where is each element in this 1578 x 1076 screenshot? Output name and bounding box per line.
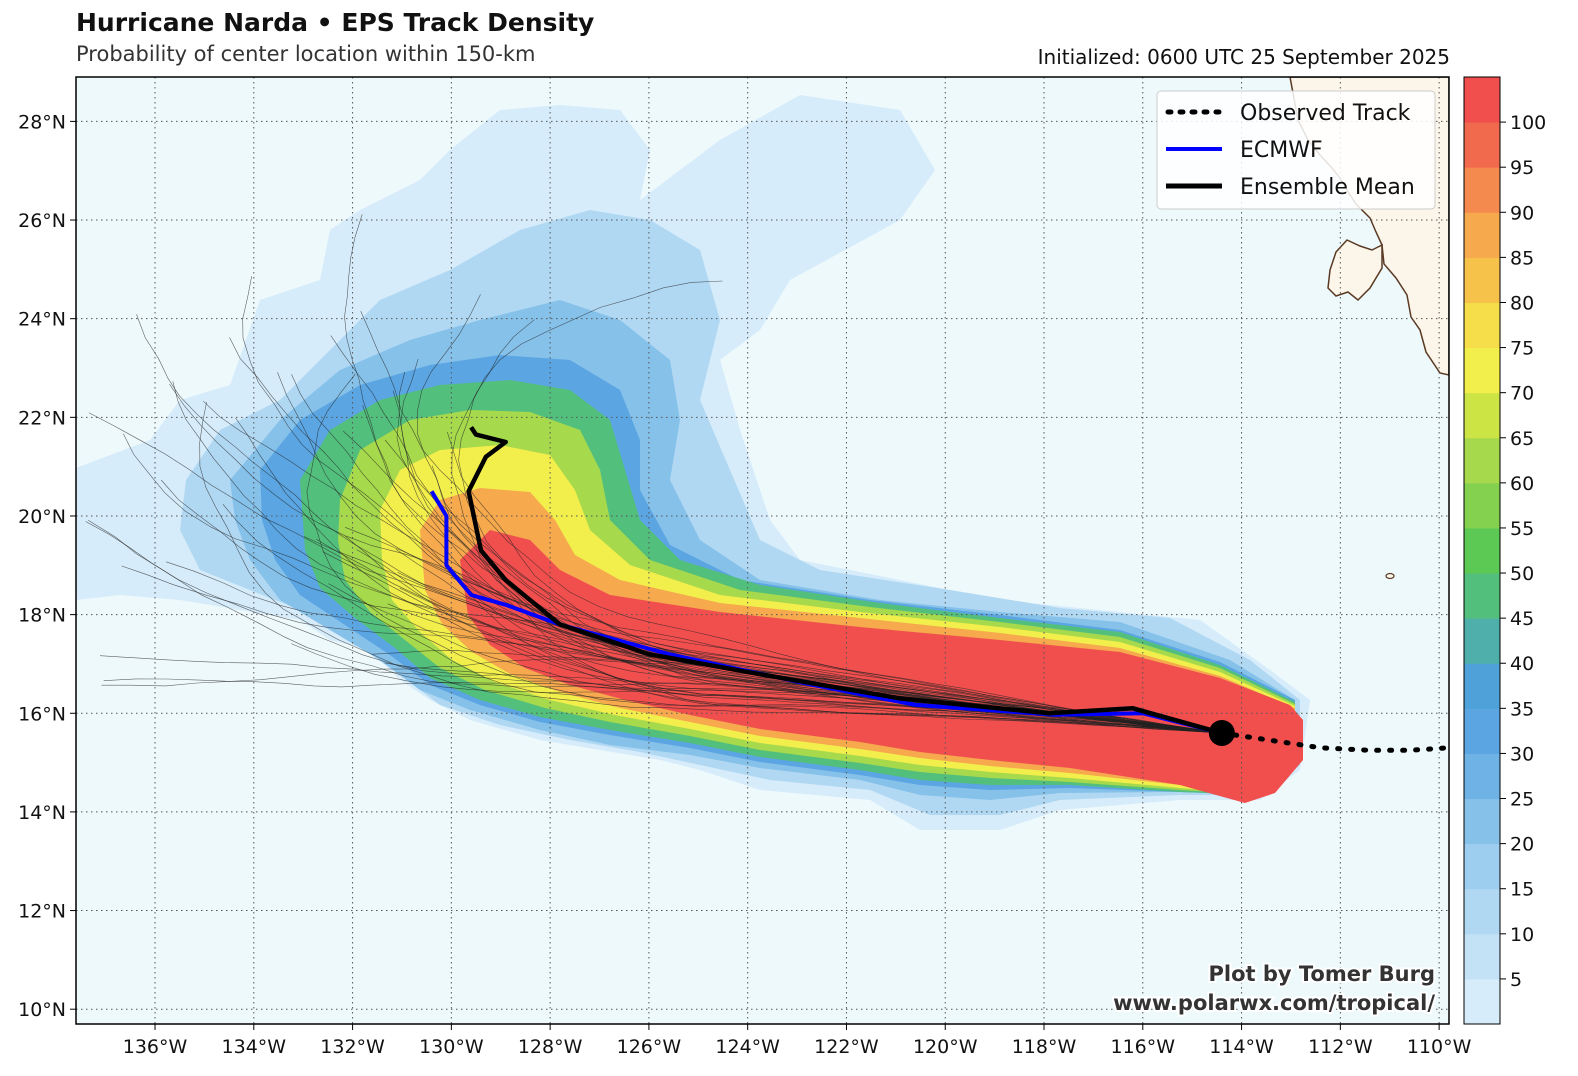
ensemble-member-line — [169, 384, 1222, 734]
ensemble-member-line — [99, 655, 1222, 734]
lon-tick-label: 136°W — [123, 1036, 188, 1058]
colorbar-label: 25 — [1510, 789, 1534, 811]
colorbar-label: 90 — [1510, 202, 1534, 224]
colorbar-segment — [1464, 212, 1500, 258]
ensemble-member-line — [345, 535, 1222, 734]
chart-subtitle: Probability of center location within 15… — [76, 42, 536, 66]
colorbar-segment — [1464, 392, 1500, 439]
lat-tick-label: 14°N — [18, 802, 66, 824]
ensemble-member-line — [277, 372, 1222, 734]
colorbar-segment — [1464, 167, 1500, 213]
ensemble-member-line — [103, 678, 1222, 734]
lat-tick-label: 28°N — [18, 111, 66, 133]
colorbar-label: 20 — [1510, 834, 1534, 856]
colorbar-segment — [1464, 888, 1500, 935]
colorbar-frame — [1463, 76, 1501, 1025]
colorbar-label: 30 — [1510, 743, 1534, 765]
colorbar-label: 55 — [1510, 518, 1534, 540]
colorbar-segment — [1464, 482, 1500, 529]
colorbar-label: 5 — [1510, 969, 1522, 991]
colorbar-segment — [1464, 843, 1500, 890]
ecmwf-track-line — [429, 490, 1223, 735]
lon-tick-label: 116°W — [1111, 1036, 1176, 1058]
ensemble-member-line — [123, 433, 1222, 734]
colorbar-segment — [1464, 347, 1500, 394]
ensemble-mean-track-line — [466, 425, 1223, 736]
lat-tick-label: 16°N — [18, 703, 66, 725]
lon-tick-label: 120°W — [913, 1036, 978, 1058]
colorbar-segment — [1464, 77, 1500, 123]
colorbar-label: 50 — [1510, 563, 1534, 585]
colorbar-segment — [1464, 302, 1500, 349]
legend-box — [1156, 90, 1436, 210]
legend: Observed Track ECMWF Ensemble Mean — [1156, 90, 1436, 210]
colorbar-segment — [1464, 257, 1500, 303]
colorbar-segment — [1464, 933, 1500, 980]
lat-tick-label: 10°N — [18, 999, 66, 1021]
colorbar-label: 45 — [1510, 608, 1534, 630]
colorbar-segment — [1464, 618, 1500, 664]
colorbar-label: 85 — [1510, 247, 1534, 269]
colorbar-label: 70 — [1510, 383, 1534, 405]
ensemble-member-line — [322, 551, 1222, 734]
lon-tick-label: 132°W — [320, 1036, 385, 1058]
colorbar-label: 100 — [1510, 112, 1546, 134]
colorbar-segment — [1464, 978, 1500, 1025]
lat-tick-label: 24°N — [18, 309, 66, 331]
colorbar-segment — [1464, 573, 1500, 619]
colorbar-segment — [1464, 708, 1500, 754]
lon-tick-label: 130°W — [419, 1036, 484, 1058]
ensemble-member-line — [199, 401, 1222, 734]
density-layers — [76, 95, 1310, 830]
lon-tick-label: 128°W — [518, 1036, 583, 1058]
colorbar-segment — [1464, 663, 1500, 709]
colorbar-label: 35 — [1510, 698, 1534, 720]
colorbar-segment — [1464, 437, 1500, 484]
lon-tick-label: 122°W — [814, 1036, 879, 1058]
island-marker — [1385, 572, 1395, 580]
colorbar-label: 40 — [1510, 653, 1534, 675]
lon-tick-label: 112°W — [1308, 1036, 1373, 1058]
colorbar-label: 65 — [1510, 428, 1534, 450]
ensemble-member-line — [160, 479, 1222, 734]
land-baja-gulf-coast — [1327, 239, 1383, 302]
lon-tick-label: 126°W — [617, 1036, 682, 1058]
lat-tick-label: 26°N — [18, 210, 66, 232]
chart-title: Hurricane Narda • EPS Track Density — [76, 8, 595, 37]
gridlines — [76, 77, 1449, 1024]
observed-track-line — [1219, 730, 1449, 753]
colorbar-segment — [1464, 798, 1500, 845]
lon-tick-label: 110°W — [1407, 1036, 1472, 1058]
colorbar-label: 80 — [1510, 292, 1534, 314]
colorbar-segment — [1464, 122, 1500, 168]
lat-tick-label: 20°N — [18, 506, 66, 528]
legend-observed-label: Observed Track — [1240, 101, 1411, 126]
colorbar: 5 10 15 20 25 30 35 40 45 50 55 60 65 70 75 80 85 90 95 100 — [1463, 76, 1546, 1025]
lat-tick-label: 12°N — [18, 901, 66, 923]
credit-line-1: Plot by Tomer Burg — [1209, 962, 1436, 986]
axis-tick-labels: 136°W 134°W 132°W 130°W 128°W 126°W 124°W 122°W… — [18, 111, 1471, 1058]
colorbar-label: 10 — [1510, 924, 1534, 946]
lon-tick-label: 118°W — [1012, 1036, 1077, 1058]
legend-ecmwf-label: ECMWF — [1240, 138, 1323, 163]
lat-tick-label: 22°N — [18, 407, 66, 429]
colorbar-segment — [1464, 753, 1500, 800]
ensemble-member-line — [360, 310, 1222, 734]
colorbar-label: 60 — [1510, 473, 1534, 495]
credit-line-2: www.polarwx.com/tropical/ — [1113, 991, 1435, 1015]
lon-tick-label: 134°W — [222, 1036, 287, 1058]
colorbar-label: 75 — [1510, 338, 1534, 360]
lon-tick-label: 114°W — [1209, 1036, 1274, 1058]
initialized-time: Initialized: 0600 UTC 25 September 2025 — [1037, 45, 1450, 69]
colorbar-label: 95 — [1510, 157, 1534, 179]
current-position-marker — [1208, 719, 1235, 746]
map-frame — [75, 76, 1450, 1025]
lat-tick-label: 18°N — [18, 605, 66, 627]
lon-tick-label: 124°W — [715, 1036, 780, 1058]
density-100pct — [460, 530, 1303, 803]
legend-ensemble-mean-label: Ensemble Mean — [1240, 175, 1415, 200]
colorbar-segment — [1464, 527, 1500, 574]
colorbar-label: 15 — [1510, 879, 1534, 901]
